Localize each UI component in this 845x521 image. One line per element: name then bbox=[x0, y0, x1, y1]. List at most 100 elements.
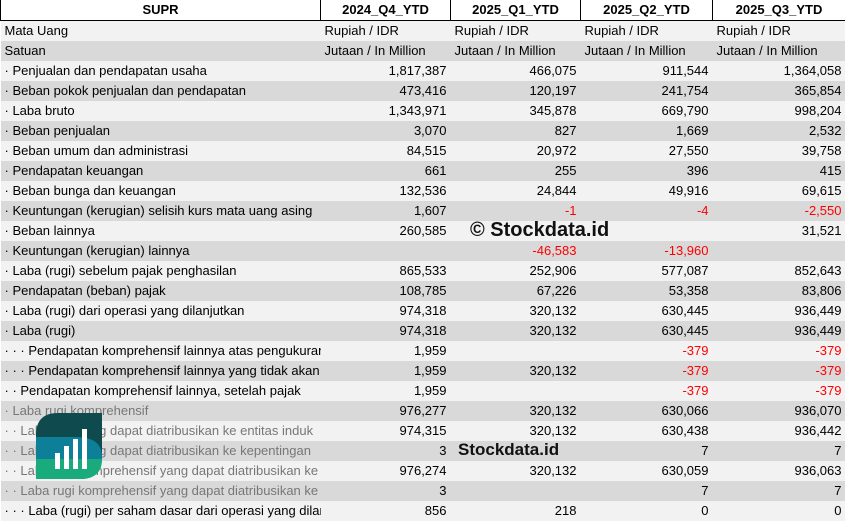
value-cell[interactable] bbox=[450, 341, 581, 361]
value-cell[interactable]: 998,204 bbox=[712, 101, 845, 121]
value-cell[interactable] bbox=[712, 241, 845, 261]
ticker-header[interactable]: SUPR bbox=[0, 0, 321, 21]
value-cell[interactable]: 936,442 bbox=[712, 421, 845, 441]
unit-cell[interactable]: Rupiah / IDR bbox=[450, 20, 581, 41]
value-cell[interactable] bbox=[450, 381, 581, 401]
value-cell[interactable]: 1,364,058 bbox=[712, 61, 845, 81]
value-cell[interactable]: -13,960 bbox=[580, 241, 713, 261]
value-cell[interactable]: 24,844 bbox=[450, 181, 581, 201]
value-cell[interactable]: 1,817,387 bbox=[320, 61, 451, 81]
value-cell[interactable]: 120,197 bbox=[450, 81, 581, 101]
value-cell[interactable]: 69,615 bbox=[712, 181, 845, 201]
value-cell[interactable]: 856 bbox=[320, 501, 451, 521]
value-cell[interactable]: 0 bbox=[580, 501, 713, 521]
value-cell[interactable]: 7 bbox=[712, 481, 845, 501]
value-cell[interactable]: 827 bbox=[450, 121, 581, 141]
value-cell[interactable]: 661 bbox=[320, 161, 451, 181]
value-cell[interactable]: 865,533 bbox=[320, 261, 451, 281]
value-cell[interactable]: 415 bbox=[712, 161, 845, 181]
period-header[interactable]: 2024_Q4_YTD bbox=[320, 0, 451, 21]
unit-cell[interactable]: Jutaan / In Million bbox=[580, 41, 713, 61]
value-cell[interactable]: 3,070 bbox=[320, 121, 451, 141]
value-cell[interactable]: 27,550 bbox=[580, 141, 713, 161]
value-cell[interactable]: 976,277 bbox=[320, 401, 451, 421]
value-cell[interactable]: -2,550 bbox=[712, 201, 845, 221]
value-cell[interactable]: 67,226 bbox=[450, 281, 581, 301]
value-cell[interactable]: 974,318 bbox=[320, 321, 451, 341]
value-cell[interactable]: -46,583 bbox=[450, 241, 581, 261]
value-cell[interactable]: 0 bbox=[712, 501, 845, 521]
value-cell[interactable]: 1,607 bbox=[320, 201, 451, 221]
value-cell[interactable]: 2,532 bbox=[712, 121, 845, 141]
value-cell[interactable]: 936,063 bbox=[712, 461, 845, 481]
value-cell[interactable]: 345,878 bbox=[450, 101, 581, 121]
value-cell[interactable]: 976,274 bbox=[320, 461, 451, 481]
value-cell[interactable]: 466,075 bbox=[450, 61, 581, 81]
value-cell[interactable]: 1,669 bbox=[580, 121, 713, 141]
value-cell[interactable]: 974,318 bbox=[320, 301, 451, 321]
value-cell[interactable]: 852,643 bbox=[712, 261, 845, 281]
value-cell[interactable] bbox=[580, 221, 713, 241]
value-cell[interactable]: 39,758 bbox=[712, 141, 845, 161]
value-cell[interactable]: 630,445 bbox=[580, 321, 713, 341]
value-cell[interactable] bbox=[450, 481, 581, 501]
value-cell[interactable]: 84,515 bbox=[320, 141, 451, 161]
value-cell[interactable] bbox=[450, 221, 581, 241]
value-cell[interactable]: 3 bbox=[320, 441, 451, 461]
value-cell[interactable]: 911,544 bbox=[580, 61, 713, 81]
value-cell[interactable]: 936,070 bbox=[712, 401, 845, 421]
period-header[interactable]: 2025_Q3_YTD bbox=[712, 0, 845, 21]
value-cell[interactable]: 7 bbox=[580, 481, 713, 501]
value-cell[interactable]: 669,790 bbox=[580, 101, 713, 121]
value-cell[interactable]: 630,438 bbox=[580, 421, 713, 441]
value-cell[interactable]: 320,132 bbox=[450, 421, 581, 441]
value-cell[interactable]: 7 bbox=[580, 441, 713, 461]
value-cell[interactable]: 630,066 bbox=[580, 401, 713, 421]
value-cell[interactable]: 241,754 bbox=[580, 81, 713, 101]
value-cell[interactable]: 218 bbox=[450, 501, 581, 521]
value-cell[interactable]: 1,343,971 bbox=[320, 101, 451, 121]
value-cell[interactable]: 473,416 bbox=[320, 81, 451, 101]
value-cell[interactable]: 320,132 bbox=[450, 361, 581, 381]
value-cell[interactable]: 936,449 bbox=[712, 301, 845, 321]
value-cell[interactable]: 365,854 bbox=[712, 81, 845, 101]
value-cell[interactable]: 630,059 bbox=[580, 461, 713, 481]
value-cell[interactable]: 53,358 bbox=[580, 281, 713, 301]
value-cell[interactable]: 320,132 bbox=[450, 321, 581, 341]
unit-cell[interactable]: Jutaan / In Million bbox=[712, 41, 845, 61]
value-cell[interactable]: -379 bbox=[712, 381, 845, 401]
value-cell[interactable]: 936,449 bbox=[712, 321, 845, 341]
value-cell[interactable]: 630,445 bbox=[580, 301, 713, 321]
value-cell[interactable]: 20,972 bbox=[450, 141, 581, 161]
value-cell[interactable]: -379 bbox=[580, 361, 713, 381]
unit-cell[interactable]: Jutaan / In Million bbox=[450, 41, 581, 61]
unit-cell[interactable]: Jutaan / In Million bbox=[320, 41, 451, 61]
period-header[interactable]: 2025_Q1_YTD bbox=[450, 0, 581, 21]
value-cell[interactable]: -379 bbox=[712, 341, 845, 361]
value-cell[interactable]: 132,536 bbox=[320, 181, 451, 201]
value-cell[interactable]: 31,521 bbox=[712, 221, 845, 241]
unit-cell[interactable]: Rupiah / IDR bbox=[320, 20, 451, 41]
value-cell[interactable]: 320,132 bbox=[450, 461, 581, 481]
value-cell[interactable]: 1,959 bbox=[320, 361, 451, 381]
value-cell[interactable]: -379 bbox=[580, 341, 713, 361]
value-cell[interactable]: 1,959 bbox=[320, 381, 451, 401]
value-cell[interactable]: -379 bbox=[712, 361, 845, 381]
value-cell[interactable]: 252,906 bbox=[450, 261, 581, 281]
value-cell[interactable]: 260,585 bbox=[320, 221, 451, 241]
value-cell[interactable]: 974,315 bbox=[320, 421, 451, 441]
value-cell[interactable]: 108,785 bbox=[320, 281, 451, 301]
period-header[interactable]: 2025_Q2_YTD bbox=[580, 0, 713, 21]
value-cell[interactable] bbox=[450, 441, 581, 461]
value-cell[interactable]: 49,916 bbox=[580, 181, 713, 201]
value-cell[interactable]: 396 bbox=[580, 161, 713, 181]
unit-cell[interactable]: Rupiah / IDR bbox=[580, 20, 713, 41]
value-cell[interactable]: 3 bbox=[320, 481, 451, 501]
value-cell[interactable]: 577,087 bbox=[580, 261, 713, 281]
value-cell[interactable] bbox=[320, 241, 451, 261]
value-cell[interactable]: 255 bbox=[450, 161, 581, 181]
value-cell[interactable]: 83,806 bbox=[712, 281, 845, 301]
value-cell[interactable]: -4 bbox=[580, 201, 713, 221]
value-cell[interactable]: 1,959 bbox=[320, 341, 451, 361]
value-cell[interactable]: 320,132 bbox=[450, 401, 581, 421]
